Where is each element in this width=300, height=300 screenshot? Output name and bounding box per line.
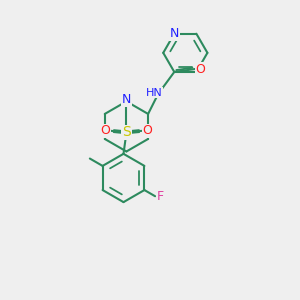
Text: S: S bbox=[122, 125, 131, 139]
Text: F: F bbox=[157, 190, 164, 203]
Text: N: N bbox=[122, 93, 131, 106]
Text: O: O bbox=[100, 124, 110, 137]
Text: N: N bbox=[169, 27, 179, 40]
Text: O: O bbox=[143, 124, 153, 137]
Text: O: O bbox=[195, 62, 205, 76]
Text: HN: HN bbox=[146, 88, 163, 98]
